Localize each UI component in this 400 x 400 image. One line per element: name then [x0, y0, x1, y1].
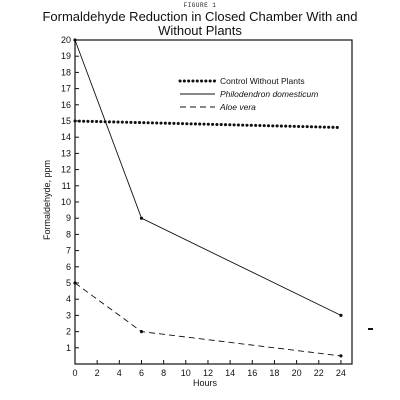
- legend-label-2: Philodendron domesticum: [220, 89, 318, 99]
- x-tick-label: 16: [247, 368, 257, 378]
- chart-title: Formaldehyde Reduction in Closed Chamber…: [0, 10, 400, 38]
- y-tick-label: 4: [66, 294, 71, 304]
- y-tick-label: 12: [61, 165, 71, 175]
- series-2-point: [139, 216, 144, 220]
- x-axis-title: Hours: [193, 378, 218, 388]
- y-tick-label: 14: [61, 132, 71, 142]
- series-3-point: [139, 330, 144, 334]
- x-tick-label: 4: [117, 368, 122, 378]
- x-tick-label: 22: [314, 368, 324, 378]
- series-2-point: [73, 38, 77, 42]
- y-tick-label: 16: [61, 100, 71, 110]
- legend-label-3: Aloe vera: [219, 102, 256, 112]
- y-tick-label: 2: [66, 327, 71, 337]
- y-tick-label: 8: [66, 229, 71, 239]
- y-tick-label: 20: [61, 35, 71, 45]
- x-tick-label: 14: [225, 368, 235, 378]
- x-axis-ticks: 0 2 4 6 8 10 12 14 16 18 20 22 24: [72, 360, 346, 378]
- series-layer: [73, 38, 343, 358]
- y-tick-label: 7: [66, 246, 71, 256]
- chart-title-line-2: Without Plants: [158, 23, 242, 38]
- y-tick-label: 19: [61, 51, 71, 61]
- x-tick-label: 0: [72, 368, 77, 378]
- y-tick-label: 18: [61, 67, 71, 77]
- x-tick-label: 18: [269, 368, 279, 378]
- series-3-point: [339, 354, 343, 358]
- y-axis-title: Formaldehyde, ppm: [42, 160, 52, 240]
- y-tick-label: 5: [66, 278, 71, 288]
- chart-title-line-1: Formaldehyde Reduction in Closed Chamber…: [42, 9, 358, 24]
- x-tick-label: 12: [203, 368, 213, 378]
- x-tick-label: 8: [161, 368, 166, 378]
- x-tick-label: 10: [181, 368, 191, 378]
- series-line-3: [74, 282, 341, 357]
- margin-mark: [368, 328, 373, 330]
- figure-label: FIGURE 1: [183, 2, 217, 9]
- series-3-point: [73, 281, 77, 285]
- series-line-1: [73, 119, 343, 129]
- x-tick-label: 2: [95, 368, 100, 378]
- y-tick-label: 13: [61, 148, 71, 158]
- y-tick-label: 3: [66, 310, 71, 320]
- legend: Control Without Plants Philodendron domes…: [178, 76, 318, 112]
- series-2-point: [339, 313, 343, 317]
- legend-label-1: Control Without Plants: [220, 76, 305, 86]
- x-tick-label: 6: [139, 368, 144, 378]
- y-tick-label: 17: [61, 84, 71, 94]
- y-tick-label: 9: [66, 213, 71, 223]
- y-tick-label: 15: [61, 116, 71, 126]
- x-tick-label: 20: [292, 368, 302, 378]
- y-tick-label: 11: [62, 181, 71, 191]
- y-tick-label: 6: [66, 262, 71, 272]
- y-tick-label: 1: [66, 343, 71, 353]
- y-tick-label: 10: [61, 197, 71, 207]
- x-tick-label: 24: [336, 368, 346, 378]
